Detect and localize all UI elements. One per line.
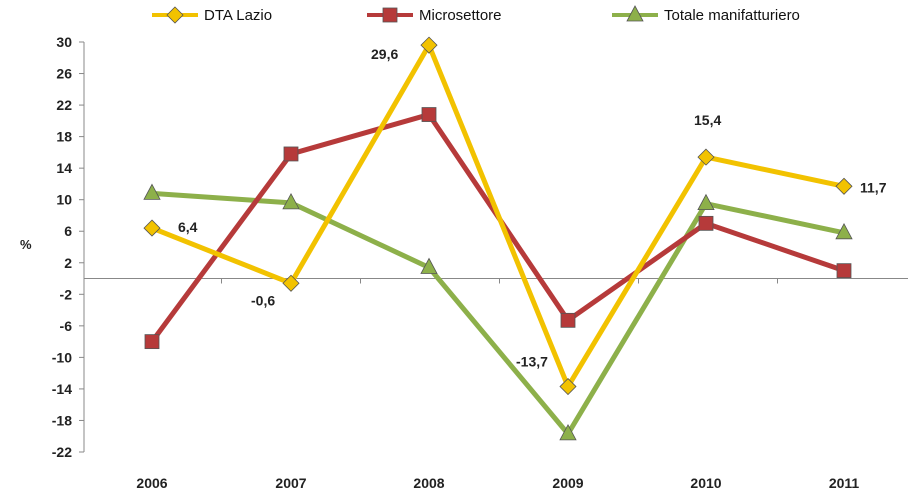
x-tick-label: 2011 <box>829 475 860 491</box>
data-point-square <box>421 107 437 122</box>
data-point-square <box>144 334 160 350</box>
y-tick-label: 26 <box>56 66 72 82</box>
data-label: 6,4 <box>178 219 198 235</box>
y-tick-label: 22 <box>56 97 72 113</box>
series-dta-lazio <box>143 36 853 396</box>
x-tick-label: 2009 <box>552 475 583 491</box>
series-line <box>151 42 845 390</box>
series-layer <box>143 36 853 441</box>
data-point-triangle <box>835 222 853 240</box>
x-tick-label: 2010 <box>690 475 721 491</box>
legend: DTA Lazio Microsettore Totale manifatturie… <box>152 5 800 24</box>
data-label: 15,4 <box>694 112 721 128</box>
series-totale-manifatturiero <box>143 183 853 441</box>
y-tick-label: -14 <box>52 381 72 397</box>
y-tick-label: 30 <box>56 34 72 50</box>
data-label: 29,6 <box>371 46 398 62</box>
y-tick-label: -2 <box>60 286 73 302</box>
legend-item: Microsettore <box>367 7 502 24</box>
axes: 30 26 22 18 14 10 6 2 -2 -6 -10 -14 -18 -22 2006 2007 20… <box>52 34 908 491</box>
data-point-triangle <box>420 257 438 274</box>
data-labels: 6,4 -0,6 29,6 -13,7 15,4 11,7 <box>178 46 887 369</box>
x-tick-label: 2006 <box>136 475 167 491</box>
y-tick-label: -22 <box>52 444 72 460</box>
legend-item: Totale manifatturiero <box>612 5 800 24</box>
legend-label: Microsettore <box>419 7 502 24</box>
legend-swatch-marker <box>626 5 644 22</box>
x-tick-label: 2007 <box>275 475 306 491</box>
data-point-diamond <box>697 148 715 166</box>
data-label: -13,7 <box>516 354 548 370</box>
data-label: -0,6 <box>251 292 275 308</box>
x-tick-label: 2008 <box>413 475 444 491</box>
data-point-triangle <box>282 192 300 210</box>
data-point-square <box>698 215 714 231</box>
y-tick-label: 10 <box>56 192 72 208</box>
data-point-diamond <box>420 36 438 54</box>
legend-item: DTA Lazio <box>152 6 272 24</box>
data-point-square <box>283 146 299 162</box>
series-line <box>151 190 845 437</box>
data-point-triangle <box>143 183 161 200</box>
y-tick-label: -6 <box>60 318 73 334</box>
data-point-diamond <box>282 274 300 292</box>
y-tick-label: -18 <box>52 412 72 428</box>
data-point-square <box>560 312 576 328</box>
y-tick-label: 18 <box>56 129 72 145</box>
legend-label: DTA Lazio <box>204 7 272 24</box>
legend-swatch-marker <box>382 7 398 23</box>
data-point-triangle <box>559 424 577 441</box>
y-axis-label: % <box>20 237 32 252</box>
y-tick-label: 2 <box>64 255 72 271</box>
data-label: 11,7 <box>860 179 887 195</box>
data-point-diamond <box>835 177 853 195</box>
data-point-triangle <box>697 193 715 211</box>
y-tick-label: -10 <box>52 349 72 365</box>
data-point-square <box>836 263 852 279</box>
data-point-diamond <box>559 377 577 396</box>
legend-label: Totale manifatturiero <box>664 7 800 24</box>
legend-swatch-marker <box>166 6 184 24</box>
series-microsettore <box>144 107 852 350</box>
y-tick-label: 14 <box>56 160 72 176</box>
data-point-diamond <box>143 219 161 237</box>
y-tick-label: 6 <box>64 223 72 239</box>
